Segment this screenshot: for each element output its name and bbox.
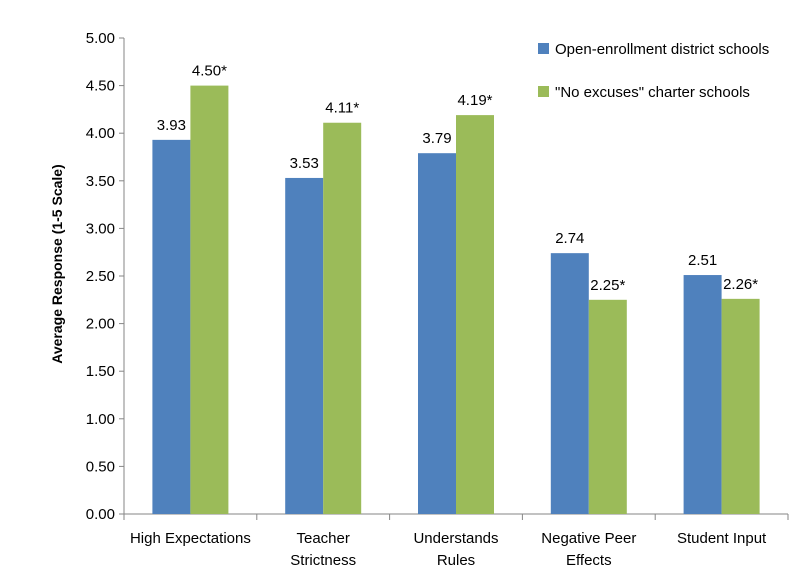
- bar: [190, 85, 229, 514]
- y-tick-label: 0.50: [86, 458, 115, 475]
- data-label: 4.50*: [192, 63, 227, 80]
- bar: [285, 177, 324, 514]
- x-tick-label: Effects: [566, 552, 612, 569]
- legend-label: Open-enrollment district schools: [555, 41, 769, 58]
- bar: [683, 275, 722, 514]
- legend-swatch: [538, 43, 549, 54]
- x-tick-label: Student Input: [677, 530, 767, 547]
- bar: [152, 139, 191, 514]
- data-label: 2.25*: [590, 277, 625, 294]
- y-tick-label: 3.00: [86, 220, 115, 237]
- y-tick-label: 4.50: [86, 78, 115, 95]
- data-label: 2.74: [555, 230, 584, 247]
- data-label: 3.53: [290, 155, 319, 172]
- bars: [152, 85, 760, 515]
- y-tick-label: 1.00: [86, 411, 115, 428]
- y-tick-label: 0.00: [86, 506, 115, 523]
- bar: [456, 115, 494, 514]
- y-axis-title: Average Response (1-5 Scale): [49, 164, 65, 363]
- x-tick-label: Strictness: [290, 552, 356, 569]
- bar: [323, 122, 362, 514]
- bar: [550, 253, 589, 515]
- y-tick-label: 5.00: [86, 30, 115, 47]
- data-label: 2.26*: [723, 276, 758, 293]
- y-tick-label: 4.00: [86, 125, 115, 142]
- data-label: 4.19*: [457, 92, 492, 109]
- data-label: 3.79: [422, 130, 451, 147]
- y-tick-label: 2.50: [86, 268, 115, 285]
- data-label: 3.93: [157, 117, 186, 134]
- y-tick-label: 1.50: [86, 363, 115, 380]
- bar: [721, 298, 760, 514]
- x-tick-label: Rules: [437, 552, 475, 569]
- data-label: 4.11*: [325, 100, 359, 117]
- x-tick-label: High Expectations: [130, 530, 251, 547]
- x-axis: High Expectations Teacher Strictness Unders…: [123, 513, 789, 569]
- x-tick-label: Negative Peer: [541, 530, 636, 547]
- bar: [588, 299, 627, 514]
- legend: Open-enrollment district schools "No excu…: [538, 41, 769, 101]
- x-tick-label: Teacher: [297, 530, 350, 547]
- x-tick-label: Understands: [413, 530, 498, 547]
- data-label: 2.51: [688, 252, 717, 269]
- legend-label: "No excuses" charter schools: [555, 84, 750, 101]
- y-axis: 0.00 0.50 1.00 1.50 2.00 2.50 3.00 3.50 4.00 4.50…: [86, 30, 125, 523]
- y-tick-label: 3.50: [86, 173, 115, 190]
- legend-swatch: [538, 86, 549, 97]
- data-labels: 3.93 3.53 3.79 2.74 2.51 4.50* 4.11* 4.19* 2.25*…: [157, 63, 758, 294]
- bar: [418, 153, 456, 514]
- y-tick-label: 2.00: [86, 316, 115, 333]
